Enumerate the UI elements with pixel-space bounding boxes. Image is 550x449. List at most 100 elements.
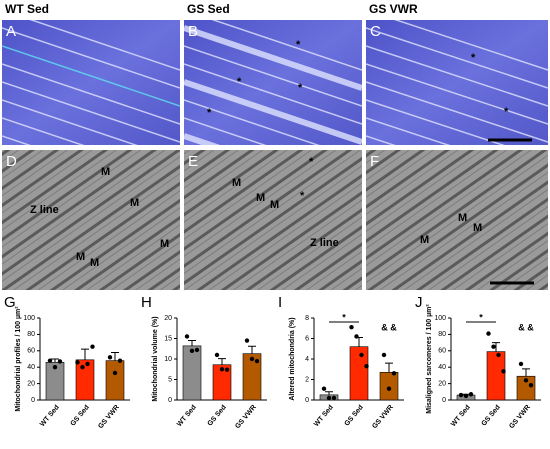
x-tick-label: GS Sed: [344, 404, 365, 428]
y-tick-label: 8: [305, 315, 309, 322]
panel-label: B: [188, 23, 198, 40]
panel-label: E: [188, 153, 198, 170]
panel-label: G: [4, 294, 16, 311]
annotation: & &: [518, 322, 534, 332]
fiber-edge: [184, 99, 320, 145]
image-annotation: M: [256, 192, 265, 204]
x-tick-label: WT Sed: [313, 404, 335, 428]
error-bar: [325, 391, 333, 395]
image-annotation: M: [101, 166, 110, 178]
bar: [182, 345, 202, 401]
data-point: [57, 359, 63, 364]
image-annotation: M: [458, 212, 467, 224]
data-point: [468, 392, 474, 397]
y-tick-label: 0: [31, 397, 35, 404]
image-annotation: Z line: [30, 204, 59, 216]
fiber-edge: [2, 45, 180, 107]
y-tick-label: 100: [434, 315, 446, 322]
error-bar: [51, 358, 59, 363]
data-point: [391, 371, 397, 376]
data-point: [184, 334, 190, 339]
x-tick-label: GS VWR: [371, 404, 395, 430]
y-tick-label: 60: [27, 348, 35, 355]
error-bar: [522, 368, 530, 377]
fiber-edge: [2, 63, 180, 125]
data-point: [381, 352, 387, 358]
y-tick-label: 6: [305, 335, 309, 342]
annotation: *: [342, 312, 346, 322]
data-point: [52, 365, 58, 370]
fiber-edge: [184, 63, 362, 125]
micrograph: [2, 150, 180, 290]
bar: [75, 359, 95, 401]
image-annotation: M: [130, 197, 139, 209]
image-annotation: M: [232, 177, 241, 189]
x-tick-label: GS VWR: [508, 404, 532, 430]
column-header: GS Sed: [187, 2, 230, 16]
panel-label: D: [6, 153, 17, 170]
image-annotation: *: [504, 106, 509, 118]
data-point: [224, 367, 230, 372]
y-tick-label: 60: [438, 348, 446, 355]
error-bar: [492, 342, 500, 352]
light-micrograph: [2, 20, 180, 145]
data-point: [85, 361, 90, 367]
bar: [486, 351, 506, 401]
bar: [105, 360, 125, 401]
image-annotation: *: [298, 82, 303, 94]
x-tick-label: GS Sed: [70, 404, 91, 428]
data-point: [90, 344, 95, 349]
error-bar: [81, 348, 89, 360]
error-bar: [218, 358, 226, 365]
fiber-edge: [2, 117, 85, 145]
data-point: [528, 383, 534, 388]
y-tick-label: 80: [27, 331, 35, 338]
y-tick-label: 0: [305, 397, 309, 404]
fiber-edge: [366, 45, 548, 107]
y-tick-label: 40: [27, 364, 35, 371]
panel-label: J: [415, 294, 423, 311]
data-point: [321, 386, 327, 391]
y-tick-label: 80: [438, 331, 446, 338]
y-axis-label: Mitochondrial profiles / 100 µm²: [15, 306, 22, 412]
data-point: [364, 363, 369, 369]
data-point: [244, 338, 250, 343]
panel-label: H: [141, 294, 152, 311]
fiber-edge: [184, 45, 362, 107]
micrograph: [2, 20, 180, 145]
image-annotation: *: [207, 107, 212, 119]
image-annotation: Z line: [310, 237, 339, 249]
fiber-edge: [366, 27, 548, 89]
x-tick-label: GS Sed: [481, 404, 502, 428]
image-annotation: M: [76, 251, 85, 263]
y-axis-label: Misaligned sarcomeres / 100 µm²: [426, 304, 433, 414]
fiber-edge: [393, 20, 548, 71]
image-annotation: *: [296, 39, 301, 51]
error-bar: [385, 362, 393, 373]
em-micrograph: [2, 150, 180, 290]
column-header: WT Sed: [5, 2, 49, 16]
fiber-edge: [184, 117, 267, 145]
fiber-edge: [184, 79, 362, 145]
image-annotation: *: [300, 190, 305, 202]
fiber-edge: [29, 20, 180, 71]
bar: [349, 346, 369, 401]
image-annotation: *: [471, 52, 476, 64]
data-point: [491, 344, 496, 349]
x-tick-label: GS VWR: [234, 404, 258, 430]
data-point: [354, 334, 359, 339]
error-bar: [355, 336, 363, 347]
image-annotation: *: [309, 156, 314, 168]
fiber-edge: [2, 81, 180, 143]
fiber-edge: [2, 27, 180, 89]
image-annotation: M: [160, 238, 169, 250]
data-point: [326, 395, 332, 401]
light-micrograph: [366, 20, 548, 145]
data-point: [194, 347, 200, 353]
panel-label: C: [370, 23, 381, 40]
panel-label: I: [278, 294, 282, 311]
micrograph: [184, 150, 362, 290]
data-point: [80, 365, 85, 370]
